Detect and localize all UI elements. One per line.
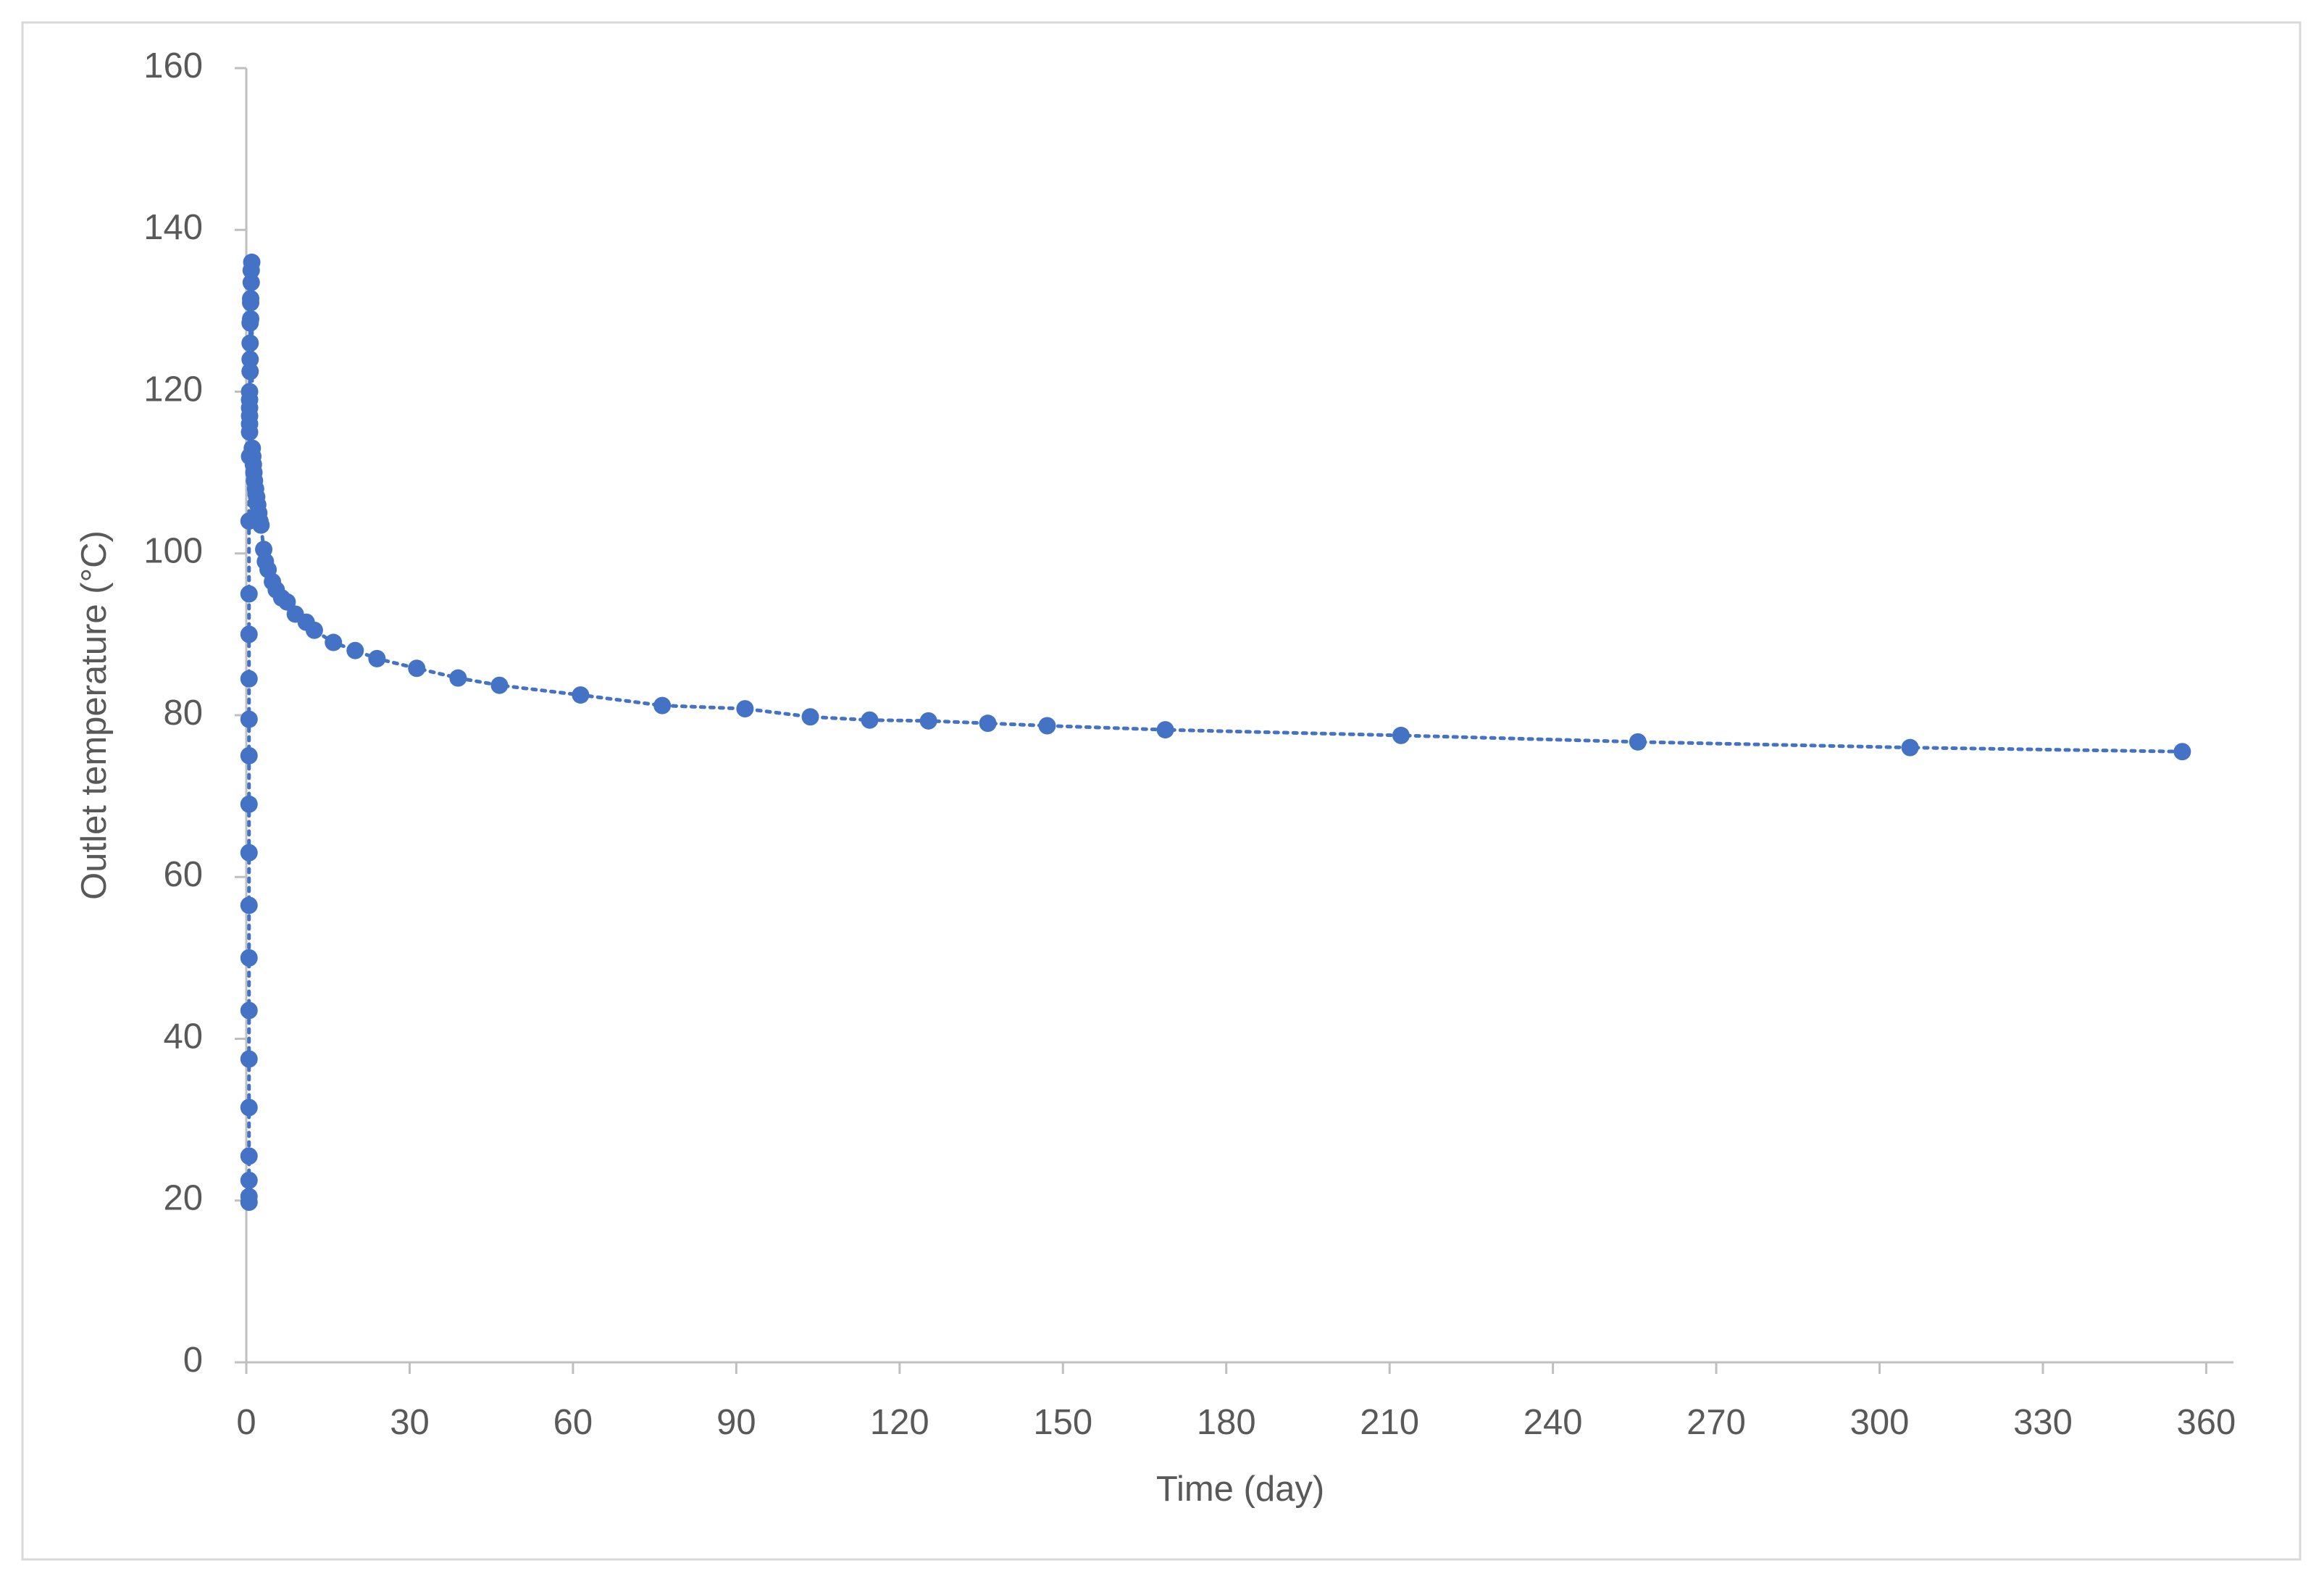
y-tick-label: 20 (163, 1179, 203, 1218)
x-tick-label: 90 (716, 1403, 756, 1442)
data-point (2173, 743, 2191, 761)
data-point (736, 700, 754, 718)
data-point (449, 669, 467, 687)
y-tick-label: 100 (143, 532, 203, 571)
data-point (1392, 726, 1410, 744)
data-point (368, 649, 386, 667)
data-point (240, 670, 258, 688)
data-point (240, 843, 258, 862)
data-point (252, 516, 270, 534)
data-point (240, 1147, 258, 1165)
data-point (241, 383, 259, 401)
x-tick-label: 210 (1360, 1403, 1419, 1442)
data-point (240, 896, 258, 915)
data-point (240, 1188, 258, 1206)
data-point (240, 585, 258, 603)
data-point (861, 711, 879, 729)
y-axis-label: Outlet temperature (°C) (75, 530, 114, 900)
data-point (240, 1099, 258, 1117)
chart-frame (21, 21, 2302, 1561)
x-tick-label: 360 (2177, 1403, 2236, 1442)
data-point (979, 714, 997, 733)
y-tick-label: 120 (143, 370, 203, 409)
data-point (242, 310, 260, 328)
data-point (243, 253, 261, 271)
data-point (919, 712, 937, 730)
y-tick-label: 140 (143, 208, 203, 247)
data-point (240, 1001, 258, 1020)
x-tick-label: 270 (1686, 1403, 1746, 1442)
data-point (572, 686, 590, 704)
data-point (241, 362, 259, 380)
data-point (242, 273, 260, 291)
data-point (1901, 738, 1919, 757)
x-tick-label: 300 (1850, 1403, 1910, 1442)
y-tick-label: 0 (183, 1341, 203, 1380)
y-tick-label: 40 (163, 1017, 203, 1056)
data-point (1629, 733, 1647, 751)
x-axis-label: Time (day) (1156, 1470, 1324, 1509)
y-tick-label: 80 (163, 693, 203, 733)
data-point (240, 710, 258, 728)
y-tick-label: 160 (143, 46, 203, 86)
data-point (240, 746, 258, 764)
data-point (1156, 721, 1174, 739)
data-point (325, 633, 343, 651)
data-point (801, 708, 819, 726)
x-tick-label: 150 (1033, 1403, 1092, 1442)
x-tick-label: 180 (1197, 1403, 1256, 1442)
data-point (242, 290, 260, 308)
data-point (1038, 717, 1056, 735)
data-point (241, 350, 259, 368)
data-point (305, 621, 323, 639)
data-point (653, 696, 672, 714)
data-point (240, 625, 258, 643)
data-point (240, 1171, 258, 1189)
data-point (241, 334, 259, 352)
data-point (346, 641, 364, 659)
x-tick-label: 240 (1523, 1403, 1583, 1442)
x-tick-label: 120 (870, 1403, 929, 1442)
data-point (240, 795, 258, 813)
data-point (408, 659, 426, 678)
x-tick-label: 30 (390, 1403, 430, 1442)
x-tick-label: 330 (2013, 1403, 2073, 1442)
data-point (240, 949, 258, 967)
y-tick-label: 60 (163, 855, 203, 894)
x-tick-label: 60 (553, 1403, 593, 1442)
x-tick-label: 0 (236, 1403, 256, 1442)
data-point (240, 1050, 258, 1068)
data-point (490, 676, 509, 694)
